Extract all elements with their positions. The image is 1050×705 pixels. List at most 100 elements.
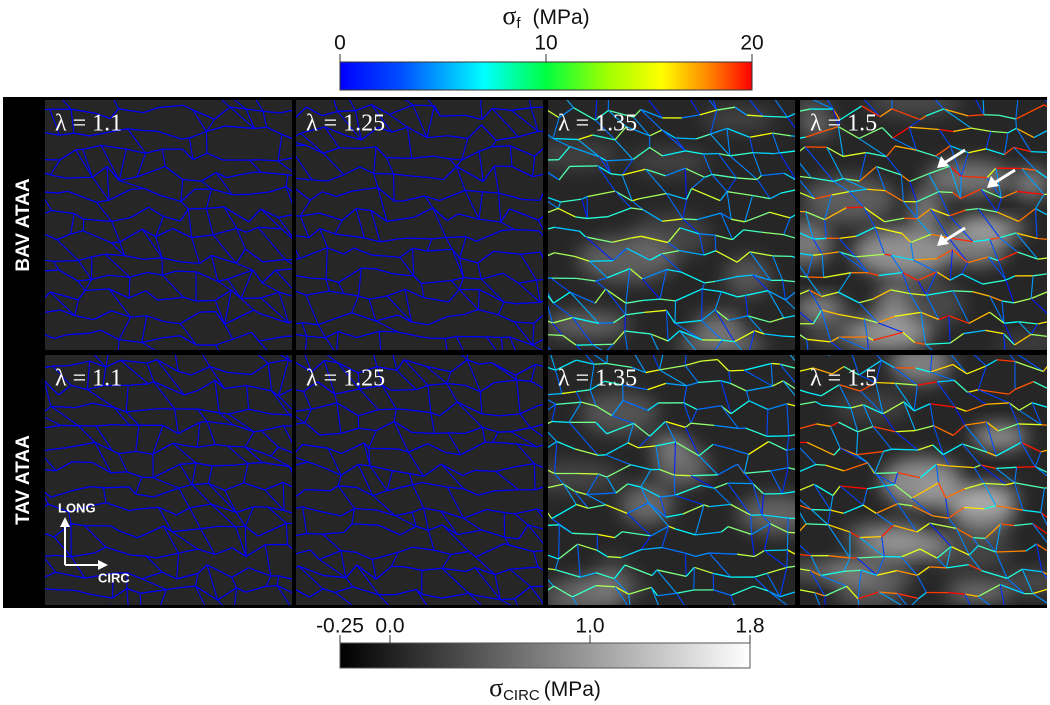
fiber [831,191,850,196]
fiber [153,487,179,498]
colorbar-tick-label: 0 [334,32,346,55]
colorbar-tick-label: 1.8 [735,615,764,638]
fiber [456,401,483,415]
fiber [93,355,107,368]
fiber [130,554,147,557]
fiber [943,108,972,129]
fiber [94,442,112,474]
fiber [859,166,877,182]
fiber [569,291,596,304]
fiber [641,298,660,302]
fiber [427,530,435,551]
fiber [105,359,121,368]
fiber [849,531,860,539]
fiber [719,191,728,202]
fiber [700,484,715,489]
axis-label: LONG [58,500,96,515]
fiber [766,573,781,598]
fiber [703,609,717,610]
fiber [439,401,458,417]
fiber [702,153,713,175]
fiber [959,176,962,199]
fiber [909,293,922,313]
fiber [1006,482,1015,486]
fiber [112,423,130,426]
fiber [296,188,311,201]
fiber [800,179,816,200]
fiber [45,457,57,472]
fiber [94,441,113,452]
fiber [838,336,869,350]
fiber [446,213,459,222]
fiber [536,508,543,512]
fiber [621,174,633,202]
fiber [355,208,365,238]
fiber [744,211,770,223]
fiber [656,569,677,594]
fiber [576,277,596,282]
fiber [856,450,884,456]
fiber [182,585,196,588]
fiber [179,208,189,222]
fiber [323,360,336,395]
fiber [373,172,394,175]
fiber [772,255,784,281]
fiber [608,109,634,118]
fiber [813,484,831,511]
fiber [195,462,213,467]
fiber [728,315,748,321]
fiber [995,441,1022,457]
fiber [128,290,146,299]
fiber [675,288,703,302]
fiber [207,465,213,484]
fiber [857,425,874,433]
fiber [552,117,560,139]
fiber [977,584,1001,598]
fiber [404,288,425,299]
fiber [968,114,984,117]
fiber [377,187,395,202]
fiber [627,502,649,515]
fiber [1040,488,1045,513]
fiber [491,139,497,148]
fiber [769,317,784,323]
fiber [433,105,441,117]
fiber [806,523,828,526]
fiber [248,159,262,173]
fiber [351,295,360,313]
fiber [498,314,515,323]
fiber [445,451,461,456]
fiber [806,276,823,297]
fiber [240,269,254,299]
fiber [355,551,373,561]
fiber [180,261,200,265]
fiber [614,190,632,209]
fiber [749,132,773,138]
fiber [279,109,292,114]
panel-label: λ = 1.1 [55,111,122,137]
fiber [995,523,1002,553]
fiber [113,407,130,426]
fiber [605,454,632,466]
fiber [91,253,106,258]
fiber [288,466,292,474]
fiber [761,493,765,515]
fiber [192,152,208,161]
fiber [769,211,791,219]
fiber [953,127,972,133]
fiber [464,190,480,220]
fiber [265,584,278,587]
fiber [874,226,903,235]
fiber [726,127,750,138]
fiber [665,382,687,387]
fiber [930,403,956,408]
fiber [127,128,144,132]
fiber [509,336,533,346]
fiber [349,100,356,111]
fiber [45,291,51,299]
fiber [948,314,970,324]
fiber [102,366,107,386]
fiber [406,408,431,414]
fiber [574,448,599,456]
fiber [276,585,292,594]
